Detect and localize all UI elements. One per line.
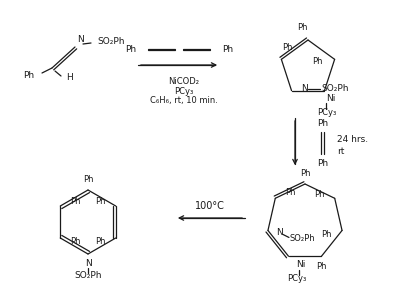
- Text: Ph: Ph: [125, 45, 136, 55]
- Text: SO₂Ph: SO₂Ph: [322, 84, 349, 93]
- Text: Ph: Ph: [317, 118, 328, 128]
- Text: Ph: Ph: [70, 198, 81, 206]
- Text: NiCOD₂: NiCOD₂: [168, 76, 200, 86]
- Text: SO₂Ph: SO₂Ph: [290, 234, 316, 243]
- Text: Ni: Ni: [326, 94, 336, 103]
- Text: SO₂Ph: SO₂Ph: [97, 37, 124, 47]
- Text: 24 hrs.: 24 hrs.: [337, 136, 368, 144]
- Text: Ph: Ph: [317, 158, 328, 168]
- Text: Ph: Ph: [222, 45, 233, 55]
- Text: Ph: Ph: [297, 23, 307, 33]
- Text: N: N: [77, 35, 84, 44]
- Text: Ph: Ph: [70, 237, 81, 247]
- Text: 100°C: 100°C: [195, 201, 225, 211]
- Text: Ph: Ph: [95, 198, 106, 206]
- Text: PCy₃: PCy₃: [174, 86, 194, 96]
- Text: Ph: Ph: [300, 170, 310, 178]
- Text: Ph: Ph: [316, 262, 327, 271]
- Text: PCy₃: PCy₃: [287, 274, 306, 283]
- Text: Ph: Ph: [83, 176, 93, 184]
- Text: Ph: Ph: [23, 72, 34, 80]
- Text: Ni: Ni: [296, 260, 306, 269]
- Text: Ph: Ph: [282, 43, 293, 52]
- Text: rt: rt: [337, 148, 344, 156]
- Text: SO₂Ph: SO₂Ph: [74, 271, 102, 281]
- Text: Ph: Ph: [322, 230, 332, 239]
- Text: H: H: [66, 74, 73, 82]
- Text: N: N: [85, 259, 91, 269]
- Text: Ph: Ph: [314, 190, 325, 199]
- Text: N: N: [276, 228, 283, 237]
- Text: Ph: Ph: [285, 188, 296, 197]
- Text: PCy₃: PCy₃: [317, 108, 336, 117]
- Text: Ph: Ph: [312, 57, 323, 66]
- Text: N: N: [302, 84, 308, 93]
- Text: C₆H₆, rt, 10 min.: C₆H₆, rt, 10 min.: [150, 96, 218, 106]
- Text: Ph: Ph: [95, 237, 106, 247]
